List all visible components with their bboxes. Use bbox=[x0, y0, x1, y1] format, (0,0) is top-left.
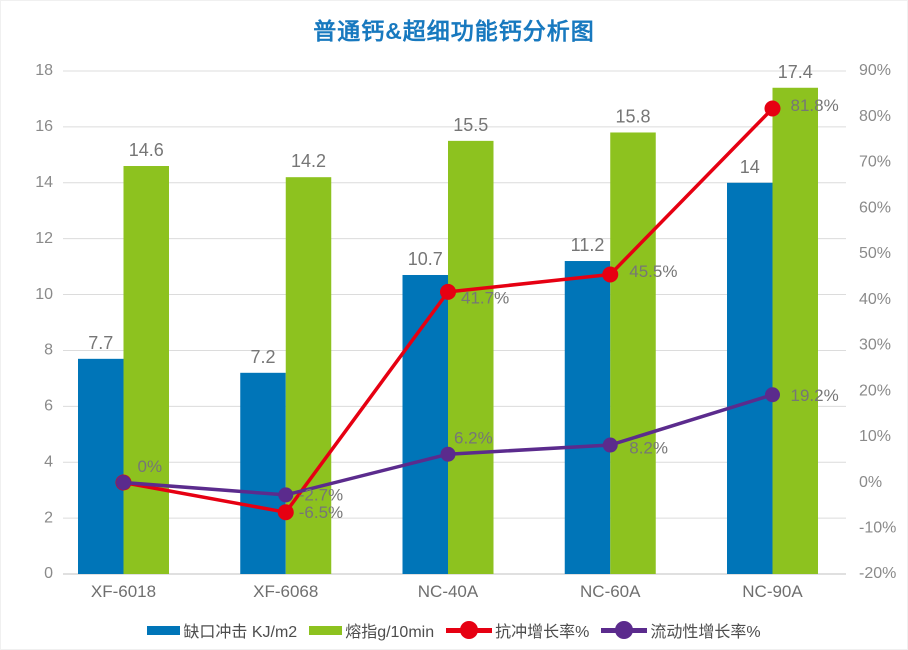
svg-text:NC-60A: NC-60A bbox=[580, 582, 641, 601]
svg-text:7.7: 7.7 bbox=[88, 333, 113, 353]
svg-text:10%: 10% bbox=[859, 428, 891, 445]
right-axis-ticks: -20% -10% 0% 10% 20% 30% 40% 50% 60% 70% 80% 90% bbox=[859, 62, 896, 582]
svg-text:15.8: 15.8 bbox=[615, 106, 650, 126]
svg-text:XF-6018: XF-6018 bbox=[91, 582, 156, 601]
svg-text:18: 18 bbox=[35, 62, 53, 79]
svg-text:90%: 90% bbox=[859, 62, 891, 79]
svg-text:NC-90A: NC-90A bbox=[742, 582, 803, 601]
svg-text:12: 12 bbox=[35, 230, 53, 247]
svg-text:16: 16 bbox=[35, 118, 53, 135]
bar bbox=[448, 140, 494, 574]
svg-text:8: 8 bbox=[44, 342, 53, 359]
legend-item-flow-growth: 流动性增长率% bbox=[601, 618, 761, 642]
svg-text:14: 14 bbox=[35, 174, 53, 191]
svg-text:-10%: -10% bbox=[859, 519, 896, 536]
svg-text:6: 6 bbox=[44, 398, 53, 415]
green-bar-swatch-icon bbox=[309, 625, 343, 635]
svg-text:-20%: -20% bbox=[859, 565, 896, 582]
legend-item-notch-impact: 缺口冲击 KJ/m2 bbox=[147, 618, 297, 642]
category-axis-labels: XF-6018 XF-6068 NC-40A NC-60A NC-90A bbox=[91, 582, 803, 601]
svg-text:30%: 30% bbox=[859, 337, 891, 354]
legend-label: 抗冲增长率% bbox=[495, 624, 590, 641]
svg-text:-2.7%: -2.7% bbox=[299, 485, 343, 504]
legend-label: 缺口冲击 KJ/m2 bbox=[183, 624, 298, 641]
svg-text:10: 10 bbox=[35, 286, 53, 303]
svg-text:80%: 80% bbox=[859, 108, 891, 125]
svg-text:0%: 0% bbox=[859, 474, 882, 491]
svg-text:8.2%: 8.2% bbox=[629, 439, 668, 458]
data-point bbox=[440, 283, 456, 300]
data-point bbox=[440, 446, 456, 462]
data-point bbox=[602, 437, 618, 453]
svg-text:0: 0 bbox=[44, 565, 53, 582]
bar bbox=[123, 166, 169, 574]
data-point bbox=[116, 475, 131, 491]
svg-text:60%: 60% bbox=[859, 199, 891, 216]
svg-text:XF-6068: XF-6068 bbox=[253, 582, 318, 601]
purple-line-marker-icon bbox=[601, 620, 648, 640]
svg-text:70%: 70% bbox=[859, 154, 891, 171]
chart-title: 普通钙&超细功能钙分析图 bbox=[313, 18, 595, 44]
svg-text:17.4: 17.4 bbox=[778, 62, 813, 82]
svg-text:41.7%: 41.7% bbox=[461, 288, 509, 307]
svg-text:11.2: 11.2 bbox=[571, 235, 605, 255]
blue-bar-swatch-icon bbox=[147, 625, 181, 635]
svg-text:0%: 0% bbox=[138, 457, 163, 476]
bars-熔指g/10min: 14.6 14.2 15.5 15.8 17.4 bbox=[123, 62, 818, 575]
data-point bbox=[602, 266, 619, 283]
svg-text:2: 2 bbox=[44, 509, 53, 526]
data-point bbox=[277, 504, 294, 521]
svg-text:NC-40A: NC-40A bbox=[418, 582, 479, 601]
red-line-marker-icon bbox=[446, 620, 493, 640]
svg-text:45.5%: 45.5% bbox=[629, 262, 677, 281]
legend-label: 熔指g/10min bbox=[345, 624, 435, 641]
bar bbox=[727, 182, 773, 574]
left-axis-ticks: 0 2 4 6 8 10 12 14 16 18 bbox=[35, 62, 53, 582]
bar bbox=[240, 372, 286, 574]
svg-text:14: 14 bbox=[740, 157, 760, 177]
legend-item-melt-index: 熔指g/10min bbox=[309, 618, 434, 642]
svg-text:14.2: 14.2 bbox=[291, 151, 326, 171]
data-point bbox=[765, 387, 780, 403]
line-流动性增长率%: 0% -2.7% 6.2% 8.2% 19.2% bbox=[116, 386, 839, 504]
bar bbox=[610, 132, 656, 574]
bar bbox=[78, 358, 124, 574]
bar bbox=[285, 177, 332, 574]
svg-text:15.5: 15.5 bbox=[453, 115, 488, 135]
svg-text:19.2%: 19.2% bbox=[791, 386, 839, 405]
svg-text:50%: 50% bbox=[859, 245, 891, 262]
svg-text:40%: 40% bbox=[859, 291, 891, 308]
bar bbox=[564, 261, 611, 574]
legend: 缺口冲击 KJ/m2 熔指g/10min 抗冲增长率% 流动性增长率% bbox=[1, 618, 907, 642]
line-抗冲增长率%: -6.5% 41.7% 45.5% 81.8% bbox=[115, 96, 839, 522]
svg-text:14.6: 14.6 bbox=[129, 140, 164, 160]
data-point bbox=[764, 100, 781, 117]
svg-text:4: 4 bbox=[44, 453, 53, 470]
data-point bbox=[278, 487, 294, 503]
legend-item-impact-growth: 抗冲增长率% bbox=[446, 618, 589, 642]
svg-text:6.2%: 6.2% bbox=[454, 429, 493, 448]
bar bbox=[772, 87, 818, 575]
legend-label: 流动性增长率% bbox=[650, 624, 761, 641]
bars-缺口冲击 KJ/m2: 7.7 7.2 10.7 11.2 14 bbox=[78, 157, 773, 574]
svg-text:-6.5%: -6.5% bbox=[299, 503, 343, 522]
svg-text:7.2: 7.2 bbox=[250, 347, 275, 367]
svg-text:81.8%: 81.8% bbox=[791, 96, 839, 115]
svg-text:20%: 20% bbox=[859, 382, 891, 399]
svg-text:10.7: 10.7 bbox=[408, 249, 443, 269]
